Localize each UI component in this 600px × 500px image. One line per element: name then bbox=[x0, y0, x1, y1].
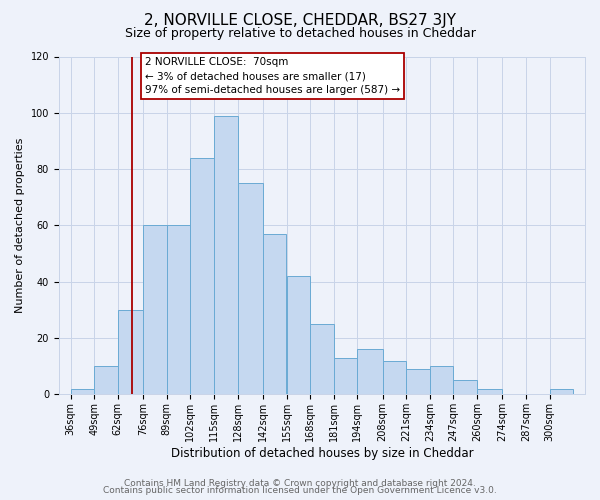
X-axis label: Distribution of detached houses by size in Cheddar: Distribution of detached houses by size … bbox=[170, 447, 473, 460]
Text: 2, NORVILLE CLOSE, CHEDDAR, BS27 3JY: 2, NORVILLE CLOSE, CHEDDAR, BS27 3JY bbox=[144, 12, 456, 28]
Text: 2 NORVILLE CLOSE:  70sqm
← 3% of detached houses are smaller (17)
97% of semi-de: 2 NORVILLE CLOSE: 70sqm ← 3% of detached… bbox=[145, 57, 400, 95]
Bar bbox=[550, 389, 573, 394]
Bar bbox=[94, 366, 118, 394]
Bar bbox=[214, 116, 238, 394]
Text: Contains public sector information licensed under the Open Government Licence v3: Contains public sector information licen… bbox=[103, 486, 497, 495]
Bar bbox=[430, 366, 454, 394]
Bar bbox=[118, 310, 143, 394]
Bar bbox=[334, 358, 357, 395]
Bar bbox=[71, 389, 94, 394]
Bar bbox=[143, 226, 167, 394]
Bar bbox=[238, 183, 263, 394]
Bar bbox=[357, 350, 383, 395]
Bar bbox=[287, 276, 310, 394]
Bar bbox=[167, 226, 190, 394]
Bar bbox=[263, 234, 286, 394]
Text: Size of property relative to detached houses in Cheddar: Size of property relative to detached ho… bbox=[125, 28, 475, 40]
Bar bbox=[310, 324, 334, 394]
Bar bbox=[406, 369, 430, 394]
Bar bbox=[454, 380, 477, 394]
Bar bbox=[190, 158, 214, 394]
Bar bbox=[477, 389, 502, 394]
Y-axis label: Number of detached properties: Number of detached properties bbox=[15, 138, 25, 313]
Text: Contains HM Land Registry data © Crown copyright and database right 2024.: Contains HM Land Registry data © Crown c… bbox=[124, 478, 476, 488]
Bar bbox=[383, 360, 406, 394]
